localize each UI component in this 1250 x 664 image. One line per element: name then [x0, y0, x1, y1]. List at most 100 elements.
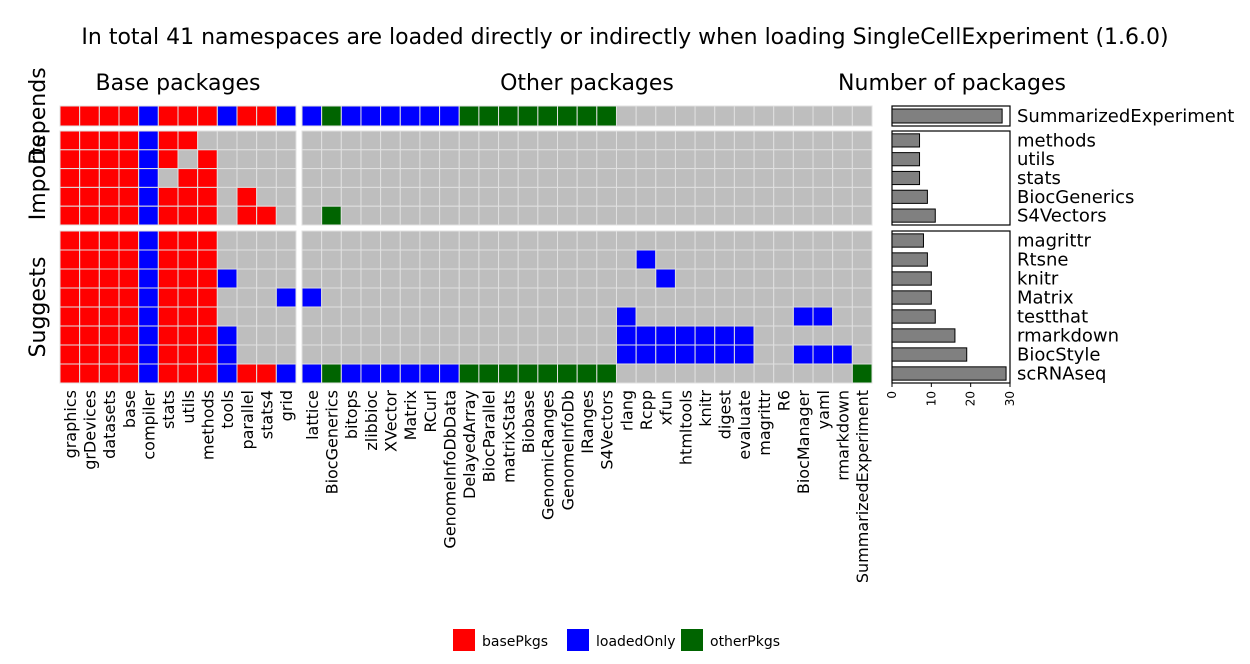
heatmap-cell-SummarizedExperiment-grDevices	[79, 105, 100, 127]
heatmap-cell-Matrix-datasets	[98, 287, 120, 308]
heatmap-cell-testthat-grDevices	[79, 306, 100, 327]
heatmap-cell-knitr-DelayedArray	[458, 268, 480, 289]
heatmap-cell-BiocGenerics-evaluate	[733, 186, 755, 207]
heatmap-cell-testthat-matrixStats	[498, 306, 519, 327]
heatmap-cell-knitr-bitops	[340, 268, 362, 289]
heatmap-cell-BiocGenerics-Rcpp	[635, 186, 657, 207]
heatmap-cell-scRNAseq-rmarkdown	[832, 363, 853, 384]
heatmap-cell-Matrix-Rcpp	[635, 287, 657, 308]
column-label-Biobase: Biobase	[519, 390, 538, 453]
heatmap-cell-scRNAseq-utils	[177, 363, 199, 384]
heatmap-cell-utils-evaluate	[733, 149, 755, 170]
bar-BiocStyle	[891, 347, 968, 362]
heatmap-cell-stats-SummarizedExperiment	[851, 168, 873, 188]
heatmap-cell-SummarizedExperiment-IRanges	[576, 105, 598, 127]
heatmap-cell-magrittr-BiocParallel	[478, 230, 500, 251]
column-label-bitops: bitops	[342, 390, 361, 439]
legend-label-loadedOnly: loadedOnly	[596, 634, 676, 650]
heatmap-cell-Matrix-grid	[275, 287, 297, 308]
heatmap-cell-BiocStyle-knitr	[694, 344, 716, 365]
heatmap-cell-S4Vectors-stats4	[256, 205, 277, 226]
heatmap-cell-S4Vectors-digest	[714, 205, 735, 226]
heatmap-cell-BiocGenerics-base	[118, 186, 140, 207]
heatmap-cell-rmarkdown-graphics	[59, 325, 81, 346]
heatmap-cell-BiocGenerics-Matrix	[399, 186, 421, 207]
heatmap-cell-SummarizedExperiment-R6	[773, 105, 794, 127]
heatmap-cell-SummarizedExperiment-BiocGenerics	[321, 105, 342, 127]
heatmap-cell-magrittr-grid	[275, 230, 297, 251]
heatmap-cell-magrittr-grDevices	[79, 230, 100, 251]
heatmap-cell-scRNAseq-zlibbioc	[360, 363, 382, 384]
heatmap-cell-Matrix-yaml	[812, 287, 834, 308]
heatmap-cell-rmarkdown-R6	[773, 325, 794, 346]
heatmap-cell-knitr-base	[118, 268, 140, 289]
heatmap-cell-testthat-Biobase	[517, 306, 539, 327]
heatmap-cell-magrittr-XVector	[380, 230, 401, 251]
column-label-DelayedArray: DelayedArray	[460, 390, 479, 499]
heatmap-cell-BiocGenerics-stats4	[256, 186, 277, 207]
heatmap-cell-methods-S4Vectors	[596, 130, 617, 151]
heatmap-cell-scRNAseq-bitops	[340, 363, 362, 384]
column-label-GenomicRanges: GenomicRanges	[539, 390, 558, 520]
column-label-BiocParallel: BiocParallel	[480, 390, 499, 482]
heatmap-cell-Rtsne-base	[118, 249, 140, 270]
heatmap-cell-rmarkdown-grDevices	[79, 325, 100, 346]
heatmap-cell-rmarkdown-parallel	[236, 325, 258, 346]
bar-label-BiocGenerics: BiocGenerics	[1017, 187, 1134, 208]
heatmap-cell-testthat-RCurl	[419, 306, 441, 327]
heatmap-cell-utils-BiocParallel	[478, 149, 500, 170]
heatmap-cell-stats-htmltools	[674, 168, 696, 188]
heatmap-cell-testthat-GenomicRanges	[537, 306, 559, 327]
heatmap-cell-utils-GenomicRanges	[537, 149, 559, 170]
heatmap-cell-testthat-GenomeInfoDbData	[439, 306, 460, 327]
heatmap-cell-stats-GenomeInfoDbData	[439, 168, 460, 188]
column-label-base: base	[120, 390, 139, 428]
heatmap-cell-testthat-stats4	[256, 306, 277, 327]
heatmap-cell-testthat-zlibbioc	[360, 306, 382, 327]
heatmap-cell-magrittr-digest	[714, 230, 735, 251]
heatmap-cell-SummarizedExperiment-Biobase	[517, 105, 539, 127]
heatmap-cell-methods-stats4	[256, 130, 277, 151]
column-label-knitr: knitr	[696, 390, 715, 427]
heatmap-cell-BiocGenerics-stats	[157, 186, 179, 207]
heatmap-cell-BiocStyle-magrittr	[753, 344, 775, 365]
heatmap-cell-utils-Matrix	[399, 149, 421, 170]
heatmap-cell-methods-rmarkdown	[832, 130, 853, 151]
heatmap-cell-testthat-lattice	[301, 306, 323, 327]
heatmap-cell-knitr-GenomeInfoDbData	[439, 268, 460, 289]
heatmap-cell-S4Vectors-grid	[275, 205, 297, 226]
heatmap-cell-utils-grDevices	[79, 149, 100, 170]
heatmap-cell-knitr-XVector	[380, 268, 401, 289]
bar-label-magrittr: magrittr	[1017, 231, 1092, 252]
heatmap-cell-Matrix-magrittr	[753, 287, 775, 308]
heatmap-cell-magrittr-RCurl	[419, 230, 441, 251]
heatmap-cell-S4Vectors-htmltools	[674, 205, 696, 226]
heatmap-cell-Matrix-GenomeInfoDb	[557, 287, 578, 308]
heatmap-cell-Matrix-compiler	[138, 287, 159, 308]
heatmap-cell-BiocStyle-tools	[216, 344, 238, 365]
heatmap-cell-scRNAseq-Rcpp	[635, 363, 657, 384]
column-label-magrittr: magrittr	[755, 390, 774, 456]
heatmap-cell-S4Vectors-S4Vectors	[596, 205, 617, 226]
heatmap-cell-knitr-yaml	[812, 268, 834, 289]
heatmap-cell-magrittr-stats	[157, 230, 179, 251]
heatmap-cell-BiocStyle-digest	[714, 344, 735, 365]
heatmap-cell-S4Vectors-evaluate	[733, 205, 755, 226]
heatmap-cell-BiocStyle-yaml	[812, 344, 834, 365]
heatmap-cell-methods-xfun	[655, 130, 676, 151]
column-label-digest: digest	[716, 390, 735, 439]
column-label-RCurl: RCurl	[421, 390, 440, 433]
heatmap-cell-scRNAseq-magrittr	[753, 363, 775, 384]
heatmap-cell-stats-grid	[275, 168, 297, 188]
heatmap-cell-methods-XVector	[380, 130, 401, 151]
bar-label-scRNAseq: scRNAseq	[1017, 364, 1106, 385]
heatmap-cell-methods-IRanges	[576, 130, 598, 151]
heatmap-cell-testthat-knitr	[694, 306, 716, 327]
heatmap-cell-stats-GenomicRanges	[537, 168, 559, 188]
legend-label-basePkgs: basePkgs	[482, 634, 548, 650]
heatmap-cell-rmarkdown-evaluate	[733, 325, 755, 346]
heatmap-cell-BiocGenerics-BiocParallel	[478, 186, 500, 207]
heatmap-cell-Matrix-grDevices	[79, 287, 100, 308]
heatmap-cell-scRNAseq-evaluate	[733, 363, 755, 384]
heatmap-cell-knitr-rlang	[615, 268, 637, 289]
